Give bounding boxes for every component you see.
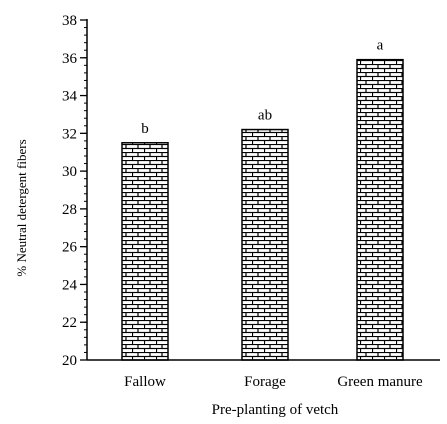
data-label: b — [141, 121, 149, 137]
y-tick-label: 32 — [62, 126, 77, 142]
x-axis-title: Pre-planting of vetch — [212, 402, 339, 418]
y-tick-label: 22 — [62, 315, 77, 331]
bars-group — [121, 58, 404, 361]
y-tick-label: 28 — [62, 202, 77, 218]
x-category-label: Fallow — [124, 374, 166, 390]
bar-green-manure — [356, 58, 404, 361]
y-axis-title: % Neutral detergent fibers — [14, 139, 29, 276]
y-tick-labels-group: 20 22 24 26 28 30 32 34 36 38 — [62, 13, 78, 369]
y-tick-label: 24 — [62, 277, 78, 293]
y-tick-label: 34 — [62, 89, 78, 105]
y-tick-label: 26 — [62, 240, 78, 256]
y-ticks-group — [80, 19, 87, 361]
data-label: ab — [258, 108, 272, 124]
bar-fallow — [121, 142, 169, 361]
y-tick-label: 36 — [62, 51, 78, 67]
bar-forage — [241, 128, 289, 361]
x-category-label: Green manure — [337, 374, 423, 390]
y-tick-label: 38 — [62, 13, 77, 29]
data-label: a — [377, 38, 384, 54]
data-labels-group: b ab a — [141, 38, 383, 137]
x-category-label: Forage — [244, 374, 286, 390]
y-tick-label: 20 — [62, 353, 77, 369]
x-category-labels-group: Fallow Forage Green manure — [124, 374, 423, 390]
y-tick-label: 30 — [62, 164, 77, 180]
